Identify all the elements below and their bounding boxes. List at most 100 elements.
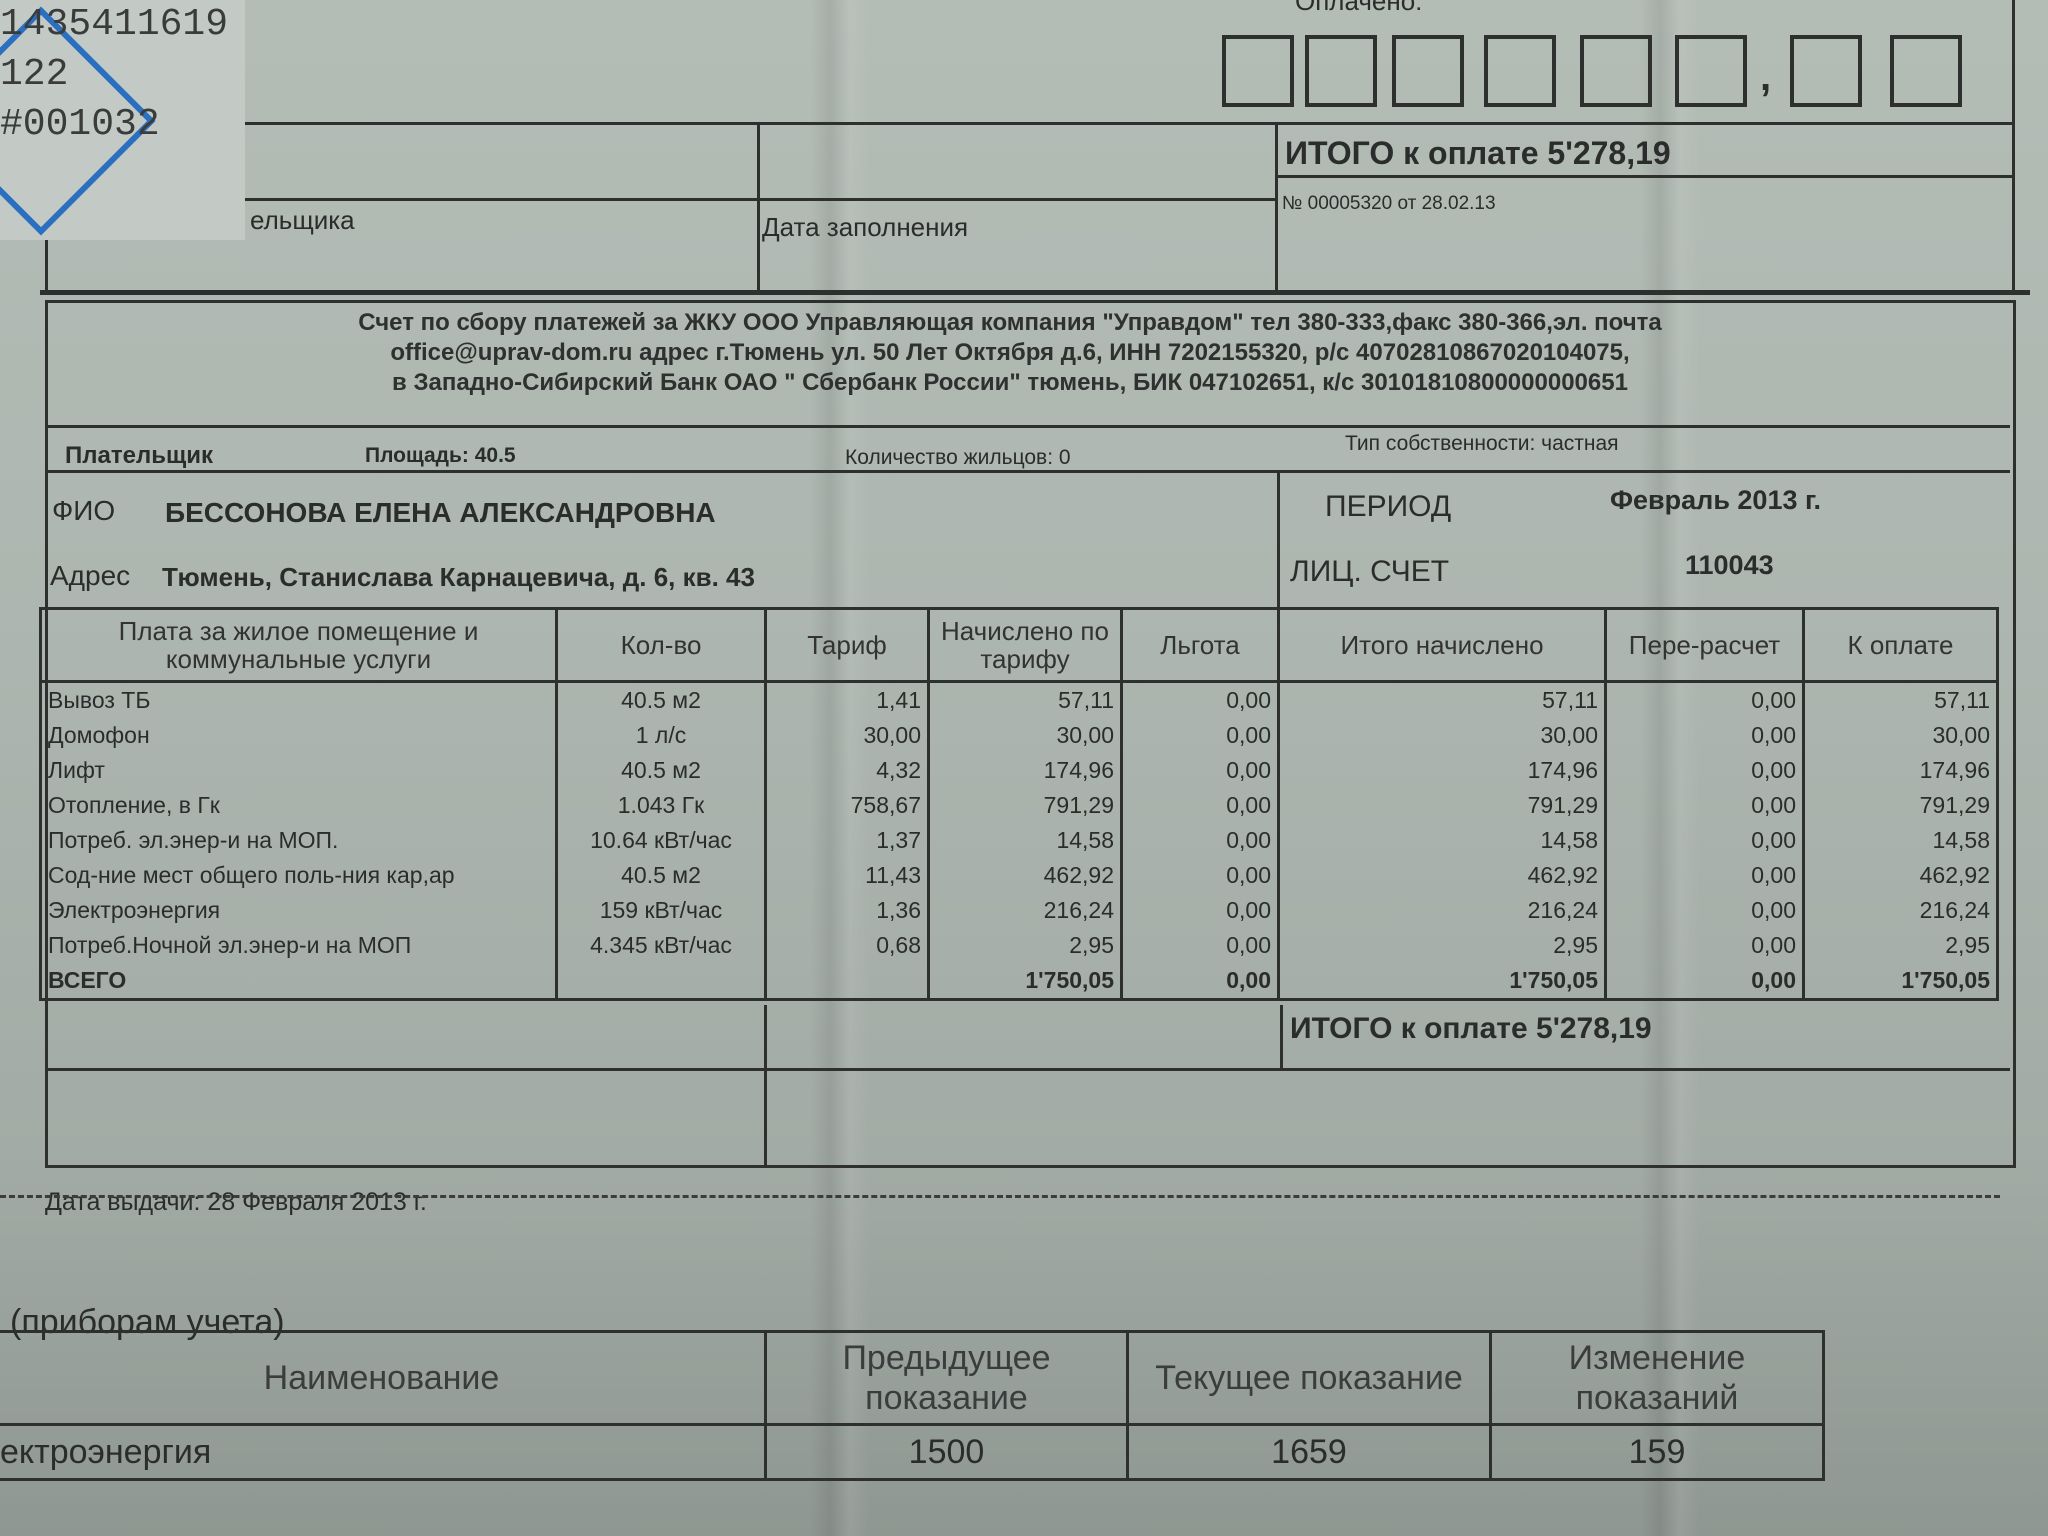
cell-recalculation: 0,00 (1604, 928, 1805, 963)
cell-recalculation: 0,00 (1604, 753, 1805, 788)
cell-tariff: 1,41 (764, 681, 930, 718)
cell-recalculation: 0,00 (1604, 893, 1805, 928)
cell-recalculation: 0,00 (1604, 788, 1805, 823)
cell-recalculation: 0,00 (1604, 718, 1805, 753)
payer-name: БЕССОНОВА ЕЛЕНА АЛЕКСАНДРОВНА (165, 497, 716, 528)
cell-benefit: 0,00 (1120, 753, 1280, 788)
cell-recalculation: 0,00 (1604, 823, 1805, 858)
charge-row: Потреб. эл.энер-и на МОП. 10.64 кВт/час 1,… (39, 823, 1999, 858)
cell-tariff: 11,43 (764, 858, 930, 893)
cell-to-pay: 30,00 (1802, 718, 1999, 753)
cell-charged-by-tariff: 57,11 (927, 681, 1123, 718)
cell-charged-by-tariff: 14,58 (927, 823, 1123, 858)
cell-charged-by-tariff: 462,92 (927, 858, 1123, 893)
header-line-2: office@uprav-dom.ru адрес г.Тюмень ул. 5… (390, 339, 1630, 366)
cell-reading-change: 159 (1489, 1423, 1825, 1481)
col-benefit: Льгота (1120, 607, 1280, 683)
cell-service: Отопление, в Гк (39, 788, 558, 823)
cell-tariff: 4,32 (764, 753, 930, 788)
residents-count: Количество жильцов: 0 (845, 446, 1071, 469)
stamp-line-2: 122 #001032 (0, 53, 160, 146)
payer-label: Плательщик (65, 442, 213, 469)
total-charged-by-tariff: 1'750,05 (927, 963, 1123, 1001)
col-previous-reading: Предыдущее показание (764, 1330, 1129, 1426)
header-line-3: в Западно-Сибирский Банк ОАО " Сбербанк … (392, 369, 1628, 396)
col-total-charged: Итого начислено (1277, 607, 1607, 683)
cell-tariff: 0,68 (764, 928, 930, 963)
cell-service: Лифт (39, 753, 558, 788)
col-reading-change: Изменение показаний (1489, 1330, 1825, 1426)
charge-row: Отопление, в Гк 1.043 Гк 758,67 791,29 0,00 7… (39, 788, 1999, 823)
cell-meter-name: ектроэнергия (0, 1423, 767, 1481)
col-meter-name: Наименование (0, 1330, 767, 1426)
cell-tariff: 30,00 (764, 718, 930, 753)
paid-label: Оплачено: (1295, 0, 1423, 16)
digit-box[interactable] (1790, 35, 1862, 107)
decimal-separator: , (1760, 55, 1772, 99)
cell-service: Вывоз ТБ (39, 681, 558, 718)
account-number: 110043 (1685, 550, 1774, 580)
cell-to-pay: 2,95 (1802, 928, 1999, 963)
stamp-line-1: 1435411619 (0, 3, 229, 46)
address-label: Адрес (50, 560, 131, 591)
col-recalculation: Пере-расчет (1604, 607, 1805, 683)
charge-row: Домофон 1 л/с 30,00 30,00 0,00 30,00 0,00 30,00 (39, 718, 1999, 753)
digit-box[interactable] (1305, 35, 1377, 107)
digit-box[interactable] (1580, 35, 1652, 107)
cell-current-reading: 1659 (1126, 1423, 1492, 1481)
cell-benefit: 0,00 (1120, 823, 1280, 858)
cell-benefit: 0,00 (1120, 928, 1280, 963)
header-line-1: Счет по сбору платежей за ЖКУ ООО Управл… (358, 309, 1662, 336)
period-label: ПЕРИОД (1325, 490, 1452, 523)
cell-total-charged: 216,24 (1277, 893, 1607, 928)
cell-benefit: 0,00 (1120, 718, 1280, 753)
period-value: Февраль 2013 г. (1610, 485, 1822, 515)
cell-to-pay: 57,11 (1802, 681, 1999, 718)
digit-box[interactable] (1222, 35, 1294, 107)
cell-quantity: 4.345 кВт/час (555, 928, 767, 963)
bottom-total-due: ИТОГО к оплате 5'278,19 (1290, 1012, 1652, 1045)
col-to-pay: К оплате (1802, 607, 1999, 683)
col-service: Плата за жилое помещение и коммунальные … (39, 607, 558, 683)
cut-line (0, 1195, 2000, 1198)
col-charged-by-tariff: Начислено по тарифу (927, 607, 1123, 683)
cell-quantity: 40.5 м2 (555, 681, 767, 718)
charge-row: Электроэнергия 159 кВт/час 1,36 216,24 0,00 2… (39, 893, 1999, 928)
cell-total-charged: 174,96 (1277, 753, 1607, 788)
digit-box[interactable] (1890, 35, 1962, 107)
total-quantity (555, 963, 767, 1001)
total-benefit: 0,00 (1120, 963, 1280, 1001)
cell-total-charged: 30,00 (1277, 718, 1607, 753)
col-current-reading: Текущее показание (1126, 1330, 1492, 1426)
cell-service: Электроэнергия (39, 893, 558, 928)
meters-header-row: Наименование Предыдущее показание Текуще… (0, 1330, 1825, 1426)
cell-tariff: 758,67 (764, 788, 930, 823)
cell-quantity: 40.5 м2 (555, 753, 767, 788)
cell-tariff: 1,36 (764, 893, 930, 928)
digit-box[interactable] (1675, 35, 1747, 107)
top-total-due: ИТОГО к оплате 5'278,19 (1285, 135, 1671, 171)
charges-table: Плата за жилое помещение и коммунальные … (39, 607, 1999, 1001)
meter-row: ектроэнергия 1500 1659 159 (0, 1423, 1825, 1481)
invoice-number: № 00005320 от 28.02.13 (1282, 193, 1496, 214)
digit-box[interactable] (1392, 35, 1464, 107)
cell-total-charged: 14,58 (1277, 823, 1607, 858)
total-to-pay: 1'750,05 (1802, 963, 1999, 1001)
digit-box[interactable] (1484, 35, 1556, 107)
cell-charged-by-tariff: 30,00 (927, 718, 1123, 753)
total-recalculation: 0,00 (1604, 963, 1805, 1001)
col-quantity: Кол-во (555, 607, 767, 683)
cell-quantity: 1.043 Гк (555, 788, 767, 823)
issue-date: Дата выдачи: 28 Февраля 2013 г. (45, 1188, 427, 1216)
total-tariff (764, 963, 930, 1001)
cell-quantity: 159 кВт/час (555, 893, 767, 928)
receipt-stamp: 1435411619 122 #001032 (0, 0, 245, 240)
area: Площадь: 40.5 (365, 444, 516, 467)
charge-row: Потреб.Ночной эл.энер-и на МОП 4.345 кВт/… (39, 928, 1999, 963)
cell-quantity: 10.64 кВт/час (555, 823, 767, 858)
cell-to-pay: 216,24 (1802, 893, 1999, 928)
cell-to-pay: 462,92 (1802, 858, 1999, 893)
cell-charged-by-tariff: 2,95 (927, 928, 1123, 963)
cell-benefit: 0,00 (1120, 858, 1280, 893)
cell-recalculation: 0,00 (1604, 681, 1805, 718)
